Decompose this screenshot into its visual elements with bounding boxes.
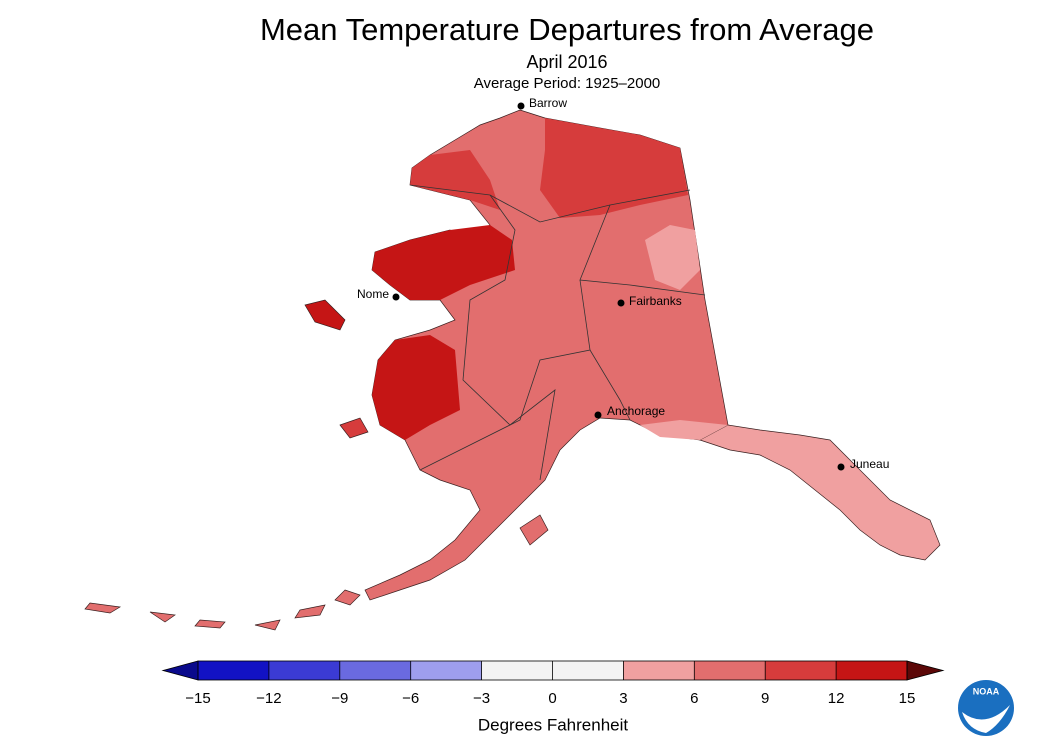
kodiak-island [519, 514, 549, 546]
city-label: Juneau [850, 457, 889, 471]
division-lines [409, 184, 706, 481]
city-label: Barrow [529, 96, 567, 110]
aleutians [84, 589, 361, 631]
high-arrow [906, 660, 945, 681]
city-dot [594, 411, 602, 419]
subtitle: April 2016 [526, 52, 607, 72]
color-bin [339, 661, 411, 680]
colorbar: −15 −12 −9 −6 −3 0 3 6 9 12 15 [161, 660, 945, 707]
period: Average Period: 1925–2000 [474, 75, 661, 92]
alaska-map [84, 109, 941, 631]
color-bin [268, 661, 340, 680]
city-label: Nome [357, 287, 389, 301]
logo-wave [962, 705, 1010, 733]
tick-label: 9 [761, 690, 769, 707]
city-dot [837, 463, 845, 471]
tick-label: 0 [548, 690, 556, 707]
tick-label: −3 [473, 690, 490, 707]
south-coast [640, 420, 728, 440]
city-dot [517, 102, 525, 110]
noaa-logo: NOAA [958, 680, 1014, 736]
tick-label: −12 [256, 690, 281, 707]
panhandle [699, 424, 941, 561]
legend-label: Degrees Fahrenheit [478, 715, 629, 734]
cool-interior [645, 225, 700, 290]
nunivak-island [339, 417, 369, 439]
tick-label: 6 [690, 690, 698, 707]
color-bin [623, 661, 695, 680]
color-bin [552, 661, 624, 680]
tick-label: 15 [899, 690, 916, 707]
hottest-west [372, 225, 515, 440]
color-bin [198, 661, 269, 680]
color-bin [694, 661, 766, 680]
color-bin [836, 661, 907, 680]
low-arrow [161, 660, 199, 681]
logo-text: NOAA [973, 686, 1000, 696]
city-label: Anchorage [607, 404, 665, 418]
tick-label: 3 [619, 690, 627, 707]
tick-label: −6 [402, 690, 419, 707]
tick-label: 12 [828, 690, 845, 707]
tick-label: −15 [185, 690, 210, 707]
color-bin [410, 661, 482, 680]
color-bin [765, 661, 837, 680]
city-label: Fairbanks [629, 294, 682, 308]
city-dot [617, 299, 625, 307]
color-bin [481, 661, 553, 680]
city-dot [392, 293, 400, 301]
cities: Barrow Nome Fairbanks Anchorage Juneau [357, 96, 889, 471]
title: Mean Temperature Departures from Average [260, 12, 874, 47]
st-lawrence-island [304, 299, 346, 331]
tick-label: −9 [331, 690, 348, 707]
warm-northwest [410, 118, 688, 218]
